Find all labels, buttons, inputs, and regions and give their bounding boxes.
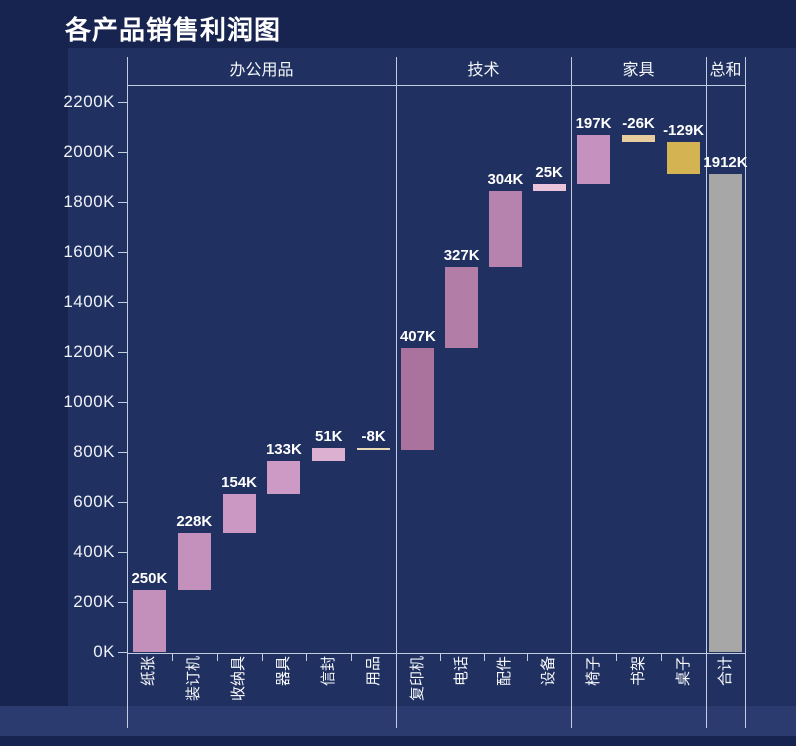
header-separator xyxy=(127,85,745,86)
total-bar[interactable] xyxy=(709,174,742,652)
x-axis-label: 设备 xyxy=(540,656,558,687)
x-tick-mark xyxy=(216,654,218,661)
x-axis-label: 纸张 xyxy=(140,656,158,687)
y-tick-mark xyxy=(118,652,127,653)
x-axis-label: 桌子 xyxy=(674,656,692,687)
y-tick-mark xyxy=(118,452,127,453)
group-divider xyxy=(571,57,572,728)
x-axis-label: 收纳具 xyxy=(230,656,248,702)
waterfall-bar[interactable] xyxy=(445,266,479,349)
y-tick-label: 1200K xyxy=(63,342,115,361)
waterfall-bar[interactable] xyxy=(267,460,301,494)
waterfall-bar[interactable] xyxy=(312,448,346,461)
x-axis-label: 合计 xyxy=(716,656,734,687)
bar-value-label: 250K xyxy=(131,569,168,587)
waterfall-bar[interactable] xyxy=(357,448,391,450)
x-axis-label: 信封 xyxy=(319,656,337,687)
group-divider xyxy=(396,57,397,728)
x-tick-mark xyxy=(261,654,263,661)
bar-value-label: 228K xyxy=(176,512,213,530)
y-tick-label: 2200K xyxy=(63,92,115,111)
x-tick-mark xyxy=(661,654,662,661)
y-tick-mark xyxy=(118,202,127,203)
bar-value-label: 327K xyxy=(443,246,480,264)
waterfall-bar[interactable] xyxy=(532,184,566,191)
bar-value-label: -26K xyxy=(622,115,655,132)
y-tick-label: 1400K xyxy=(63,292,115,311)
bar-value-label: 133K xyxy=(265,440,302,458)
x-axis-label: 装订机 xyxy=(185,656,203,702)
group-header-4: 总和 xyxy=(709,62,742,79)
y-tick-label: 0K xyxy=(93,642,115,661)
y-tick-label: 1600K xyxy=(63,242,115,261)
x-axis-label: 复印机 xyxy=(408,656,426,702)
y-tick-label: 600K xyxy=(73,492,115,511)
x-axis-line xyxy=(127,653,745,654)
y-tick-label: 200K xyxy=(73,592,115,611)
y-tick-mark xyxy=(118,102,127,103)
bar-value-label: 154K xyxy=(221,474,257,491)
y-tick-mark xyxy=(118,252,127,253)
bar-value-label: -129K xyxy=(663,121,704,139)
x-axis-label: 书架 xyxy=(629,656,647,687)
y-tick-mark xyxy=(118,502,127,503)
x-axis-label: 配件 xyxy=(496,656,514,687)
x-axis-label: 椅子 xyxy=(584,656,602,687)
waterfall-bar[interactable] xyxy=(132,589,166,652)
waterfall-bar[interactable] xyxy=(667,141,700,174)
waterfall-bar[interactable] xyxy=(488,190,522,267)
y-tick-label: 2000K xyxy=(63,142,115,161)
bar-value-label: -8K xyxy=(361,428,386,445)
y-tick-label: 1000K xyxy=(63,392,115,411)
y-tick-mark xyxy=(118,602,127,603)
x-tick-mark xyxy=(171,654,173,661)
x-tick-mark xyxy=(527,654,529,661)
bar-value-label: 51K xyxy=(314,428,343,445)
y-tick-mark xyxy=(118,352,127,353)
y-axis-line xyxy=(127,57,128,728)
bar-value-label: 304K xyxy=(487,170,524,188)
group-divider xyxy=(745,57,746,728)
chart-title: 各产品销售利润图 xyxy=(65,15,282,45)
x-tick-mark xyxy=(351,654,353,661)
group-header-3: 家具 xyxy=(622,62,655,79)
waterfall-bar[interactable] xyxy=(401,348,435,450)
y-tick-label: 1800K xyxy=(63,192,115,211)
x-tick-mark xyxy=(306,654,308,661)
group-header-1: 办公用品 xyxy=(229,62,294,79)
y-tick-label: 400K xyxy=(73,542,115,561)
y-tick-mark xyxy=(118,302,127,303)
x-tick-mark xyxy=(483,654,485,661)
waterfall-bar[interactable] xyxy=(177,532,211,590)
y-tick-mark xyxy=(118,552,127,553)
x-axis-label: 用品 xyxy=(364,656,382,687)
x-tick-mark xyxy=(439,654,441,661)
y-tick-mark xyxy=(118,152,127,153)
y-tick-label: 800K xyxy=(73,442,115,461)
waterfall-bar[interactable] xyxy=(622,135,655,142)
group-header-2: 技术 xyxy=(467,62,500,79)
bar-value-label: 1912K xyxy=(703,154,748,171)
y-tick-mark xyxy=(118,402,127,403)
bar-value-label: 407K xyxy=(399,328,436,346)
waterfall-bar[interactable] xyxy=(222,494,256,533)
x-tick-mark xyxy=(616,654,617,661)
x-axis-label: 电话 xyxy=(452,656,470,687)
bar-value-label: 197K xyxy=(575,115,612,132)
group-divider xyxy=(706,57,707,728)
bar-value-label: 25K xyxy=(535,164,563,182)
waterfall-bar[interactable] xyxy=(577,135,610,185)
bottom-strip xyxy=(0,706,796,736)
x-axis-label: 器具 xyxy=(274,656,292,687)
